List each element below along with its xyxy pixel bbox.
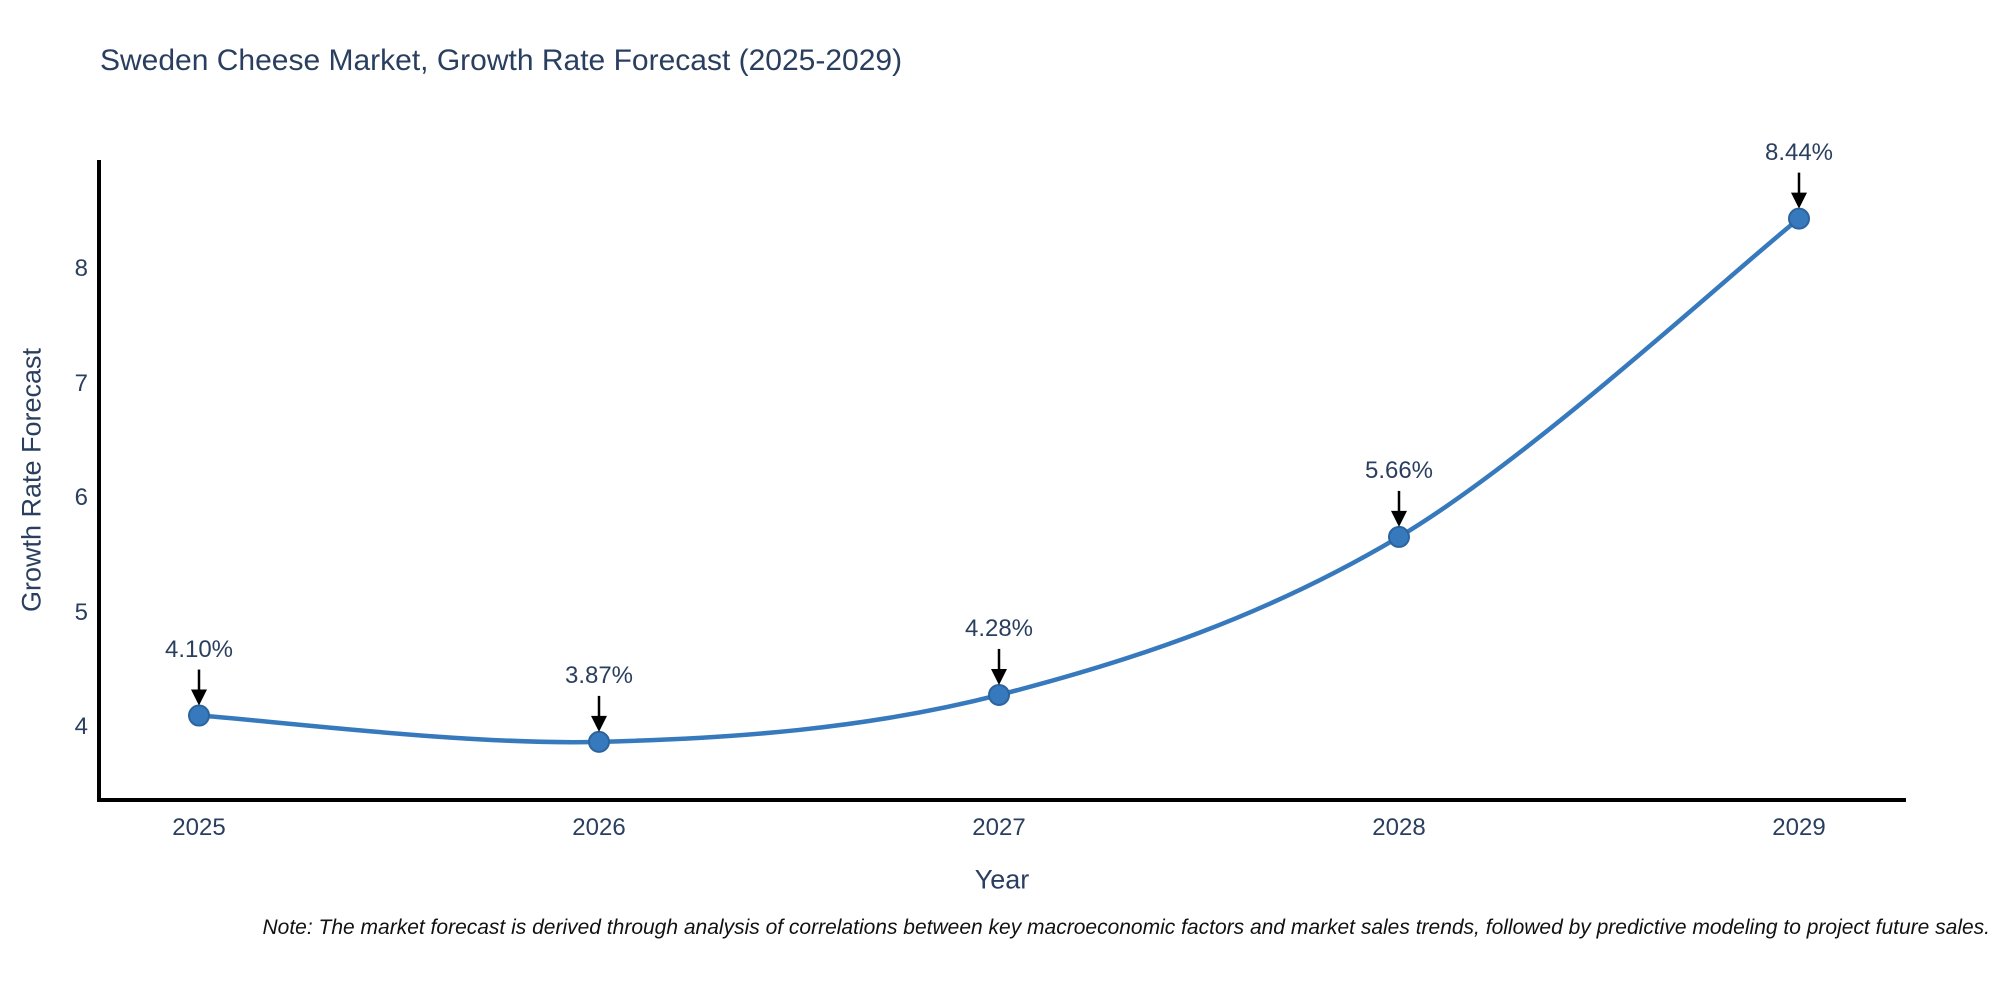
annotation-label: 8.44% xyxy=(1764,138,1834,166)
x-tick-label: 2026 xyxy=(572,814,626,841)
x-tick-label: 2028 xyxy=(1372,814,1426,841)
chart-title: Sweden Cheese Market, Growth Rate Foreca… xyxy=(100,44,903,77)
annotation-arrow-head xyxy=(191,689,207,706)
x-tick-label: 2027 xyxy=(972,814,1026,841)
annotation-label: 3.87% xyxy=(564,661,634,689)
annotation-arrow-head xyxy=(991,668,1007,685)
y-tick-label: 8 xyxy=(74,255,88,282)
y-tick-label: 7 xyxy=(74,369,88,397)
data-point-marker xyxy=(1788,207,1810,230)
x-tick-label: 2025 xyxy=(172,814,226,841)
y-tick-label: 4 xyxy=(74,713,88,740)
x-tick-label: 2029 xyxy=(1772,814,1826,841)
data-point-marker xyxy=(988,683,1010,706)
x-axis-title: Year xyxy=(974,864,1030,895)
data-point-marker xyxy=(1388,525,1410,548)
data-point-marker xyxy=(188,704,210,727)
y-tick-label: 6 xyxy=(74,484,88,511)
annotation-label: 5.66% xyxy=(1364,456,1434,484)
data-point-marker xyxy=(588,730,610,753)
annotation-arrow-head xyxy=(591,715,607,732)
annotation-label: 4.10% xyxy=(164,635,234,663)
footnote: Note: The market forecast is derived thr… xyxy=(262,916,1991,939)
annotation-arrow-head xyxy=(1791,192,1807,209)
annotation-label: 4.28% xyxy=(964,614,1034,642)
y-tick-label: 5 xyxy=(74,598,88,626)
annotation-arrow-head xyxy=(1391,510,1407,527)
